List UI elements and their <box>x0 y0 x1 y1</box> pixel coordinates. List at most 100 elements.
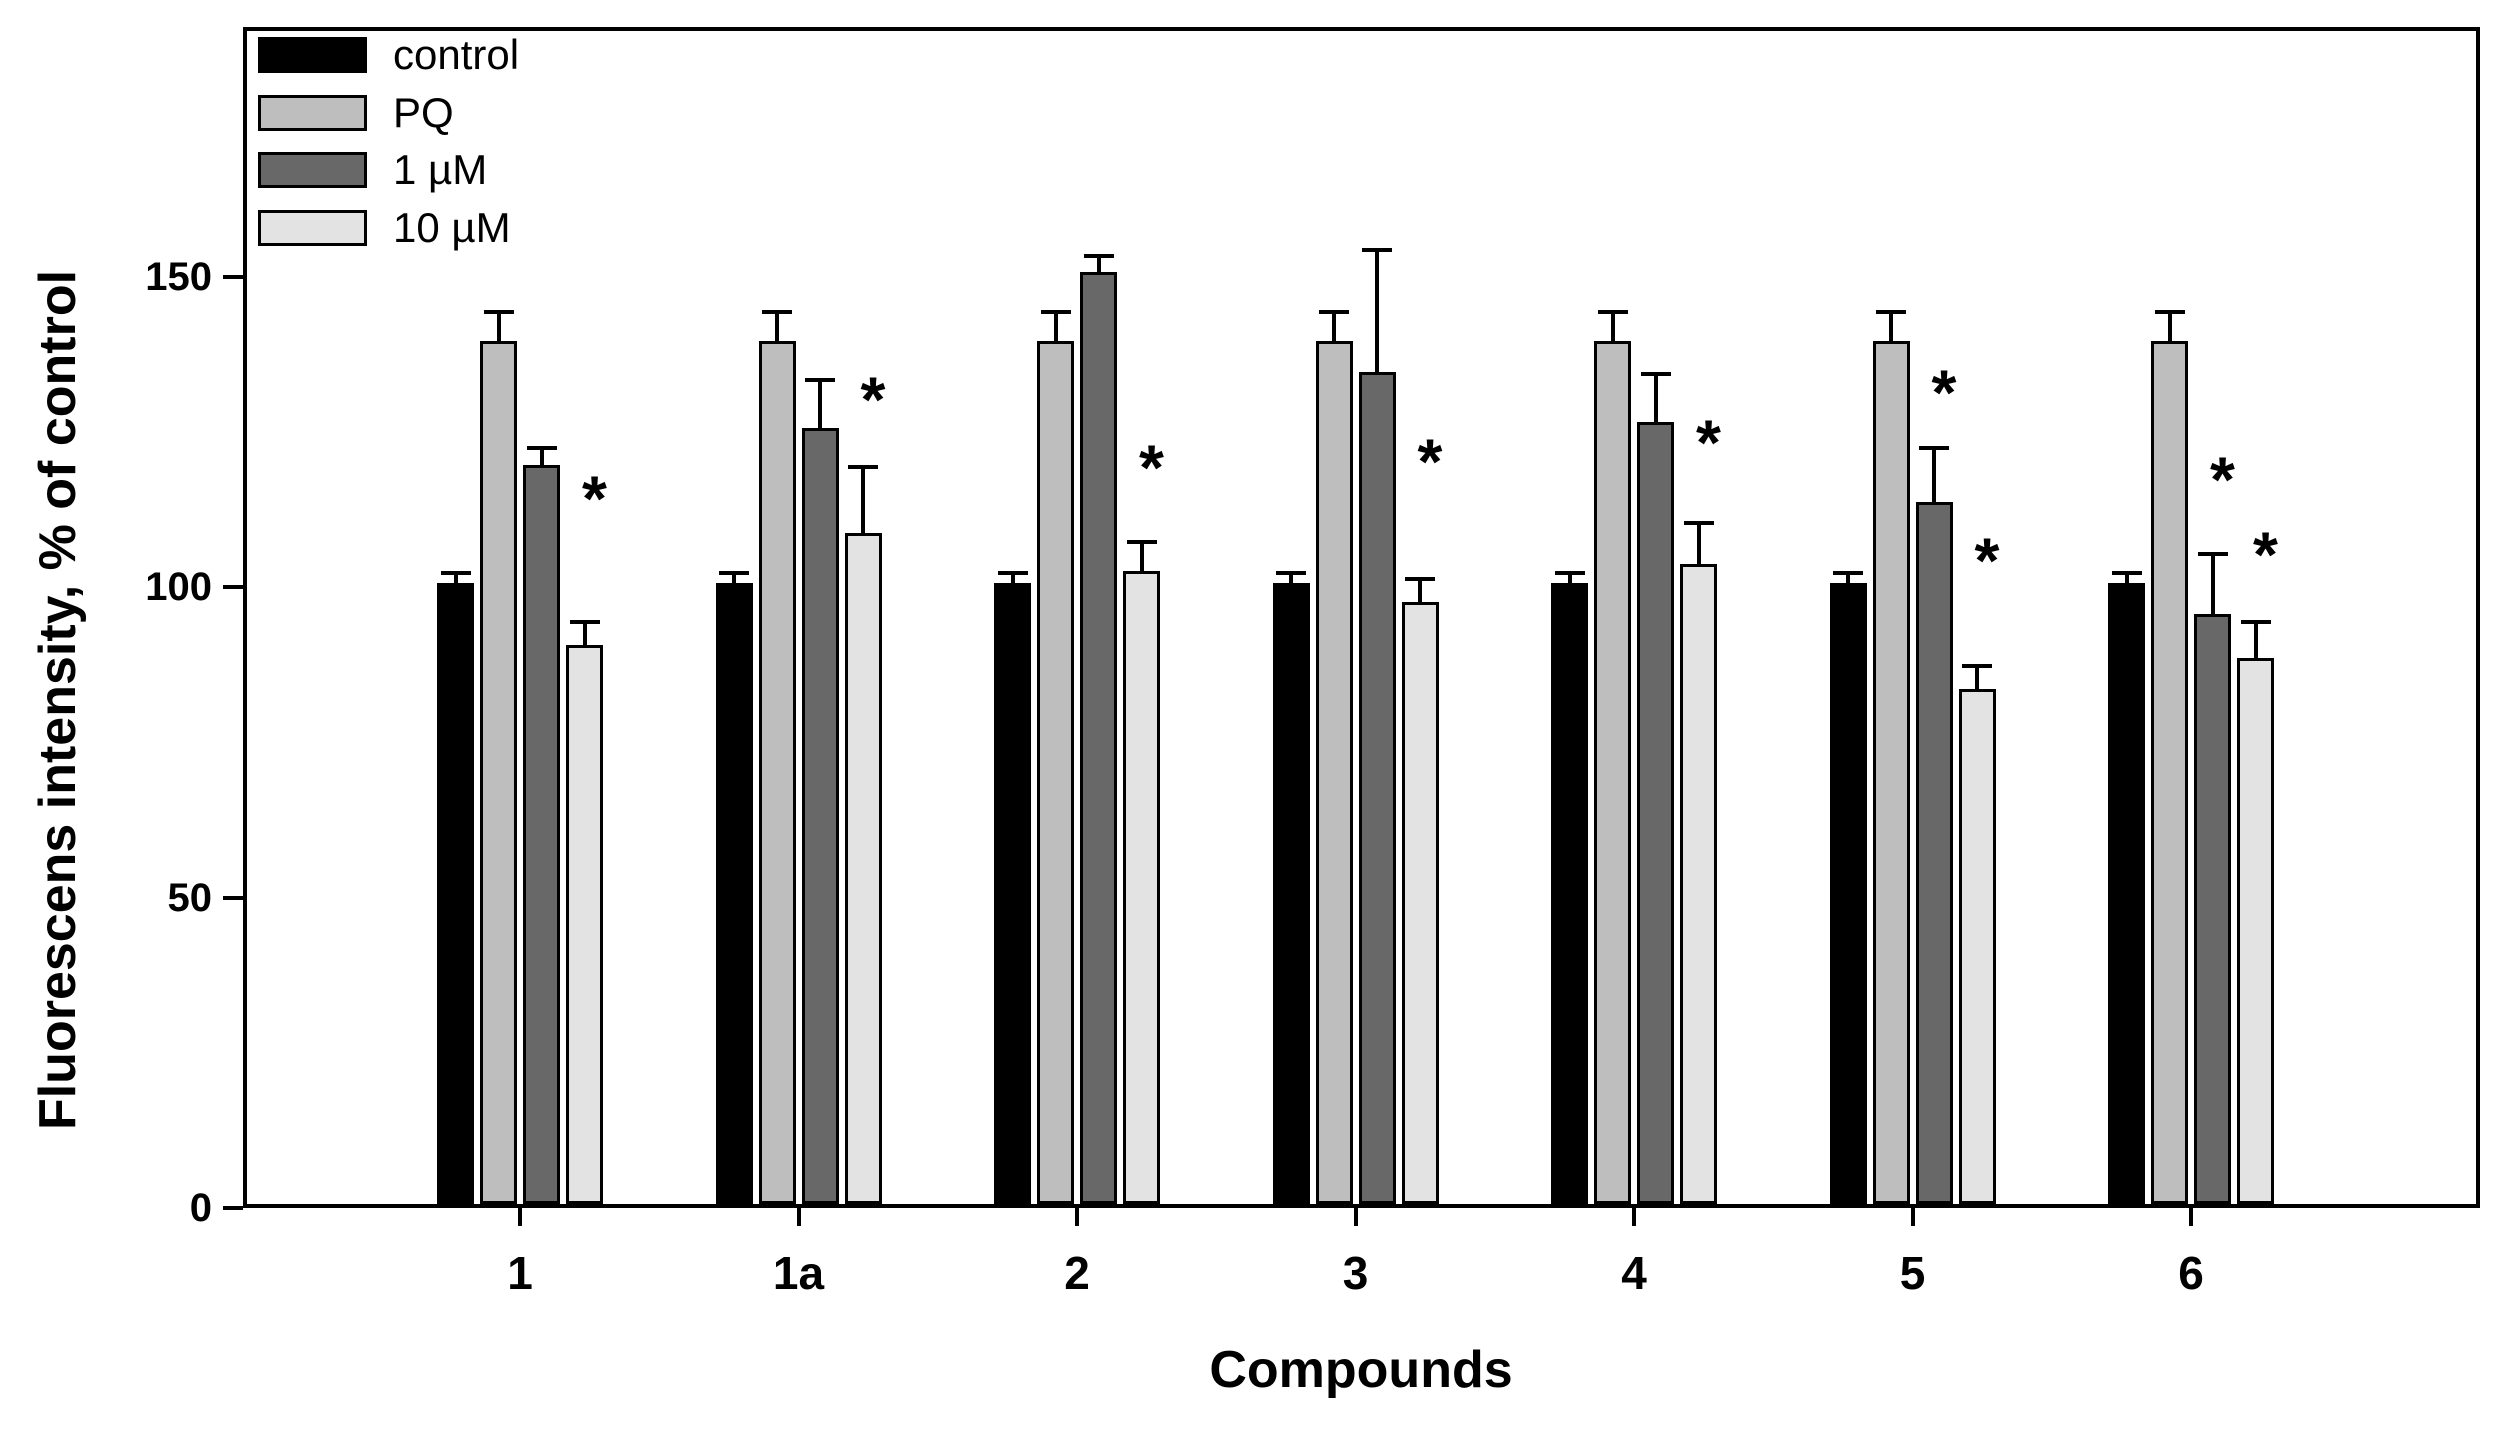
error-bar-cap <box>2240 620 2271 625</box>
error-bar-cap <box>1083 253 1114 258</box>
error-bar-cap <box>526 446 557 451</box>
x-tick-mark <box>796 1208 801 1226</box>
error-bar <box>496 309 501 343</box>
error-bar-cap <box>1405 576 1435 581</box>
error-bar <box>2167 309 2172 343</box>
bar-1µM-1a <box>801 428 839 1204</box>
significance-star: * <box>2210 443 2235 516</box>
y-tick-mark <box>223 585 243 589</box>
y-tick-label: 50 <box>167 875 213 920</box>
error-bar-cap <box>440 570 471 575</box>
error-bar-cap <box>1597 309 1628 314</box>
y-tick-mark <box>223 274 243 279</box>
bar-PQ-1 <box>480 341 517 1204</box>
error-bar <box>775 309 779 343</box>
error-bar <box>1375 247 1379 374</box>
error-bar <box>732 570 736 585</box>
legend-swatch-PQ <box>258 95 367 131</box>
bar-PQ-1a <box>758 341 796 1204</box>
error-bar <box>1846 570 1850 585</box>
error-bar-cap <box>2111 570 2142 575</box>
error-bar <box>453 570 458 585</box>
x-tick-label: 1 <box>507 1247 533 1299</box>
error-bar-cap <box>805 378 835 383</box>
error-bar-cap <box>1833 570 1863 575</box>
x-tick-mark <box>518 1208 522 1226</box>
error-bar-cap <box>1640 371 1671 376</box>
error-bar <box>2124 570 2129 585</box>
significance-star: * <box>582 462 607 535</box>
error-bar <box>1096 253 1101 275</box>
error-bar <box>1053 309 1058 343</box>
error-bar-cap <box>2197 551 2228 556</box>
plot-area: * * * * * * * * * control PQ 1 µM 10 µM <box>243 27 2480 1208</box>
legend-label: control <box>393 31 520 78</box>
bar-PQ-3 <box>1315 341 1353 1204</box>
error-bar <box>2253 620 2258 660</box>
bar-10µM-5 <box>1958 689 1996 1204</box>
legend-label: 1 µM <box>393 146 488 193</box>
bar-PQ-5 <box>1872 341 1910 1204</box>
bar-1µM-1 <box>523 465 560 1204</box>
error-bar <box>1289 570 1293 585</box>
significance-star: * <box>1696 406 1721 479</box>
x-tick-mark <box>2189 1208 2193 1226</box>
error-bar <box>1696 520 1701 567</box>
legend-label: PQ <box>393 89 454 136</box>
x-tick-label: 2 <box>1064 1247 1090 1299</box>
error-bar <box>1975 663 1979 691</box>
error-bar <box>2210 551 2215 617</box>
bar-control-3 <box>1272 583 1310 1204</box>
error-bar <box>582 620 587 648</box>
error-bar <box>1139 539 1144 573</box>
error-bar <box>1332 309 1336 343</box>
y-tick-label: 100 <box>145 565 212 609</box>
error-bar-cap <box>1126 539 1157 544</box>
error-bar-cap <box>569 620 600 625</box>
bar-10µM-1a <box>844 533 882 1204</box>
legend-swatch-control <box>258 37 367 73</box>
bar-10µM-2 <box>1123 571 1160 1204</box>
legend-swatch-1µM <box>258 152 367 188</box>
error-bar <box>1418 576 1422 604</box>
error-bar-cap <box>2154 309 2185 314</box>
bar-PQ-4 <box>1594 341 1631 1204</box>
error-bar <box>861 465 865 536</box>
bar-1µM-2 <box>1080 272 1117 1204</box>
bar-10µM-6 <box>2237 658 2274 1204</box>
bar-1µM-4 <box>1637 422 1674 1204</box>
significance-star: * <box>1931 357 1957 430</box>
y-tick-mark <box>223 1206 243 1210</box>
bar-control-6 <box>2108 583 2145 1204</box>
error-bar-cap <box>1362 247 1392 252</box>
bar-PQ-2 <box>1037 341 1074 1204</box>
bar-1µM-5 <box>1915 502 1953 1204</box>
error-bar-cap <box>848 465 878 469</box>
error-bar-cap <box>1319 309 1349 314</box>
x-tick-label: 3 <box>1342 1247 1369 1299</box>
bar-1µM-3 <box>1358 372 1396 1204</box>
x-tick-label: 4 <box>1621 1247 1647 1299</box>
x-tick-mark <box>1632 1208 1636 1226</box>
significance-star: * <box>1139 431 1164 504</box>
error-bar <box>1567 570 1572 585</box>
significance-star: * <box>860 363 886 436</box>
bar-1µM-6 <box>2194 614 2231 1204</box>
error-bar-cap <box>1554 570 1585 575</box>
error-bar-cap <box>1876 309 1906 314</box>
error-bar-cap <box>719 570 749 575</box>
error-bar <box>539 446 544 467</box>
error-bar-cap <box>1276 570 1306 575</box>
bar-control-2 <box>994 583 1031 1204</box>
error-bar-cap <box>1962 663 1992 668</box>
bar-PQ-6 <box>2151 341 2188 1204</box>
error-bar <box>1653 371 1658 424</box>
x-tick-label: 1a <box>772 1247 825 1299</box>
bar-control-5 <box>1829 583 1867 1204</box>
bar-10µM-3 <box>1401 602 1439 1204</box>
significance-star: * <box>1974 524 2000 597</box>
error-bar-cap <box>1919 446 1949 451</box>
bar-control-1a <box>715 583 753 1204</box>
x-axis-title: Compounds <box>1209 1341 1513 1399</box>
